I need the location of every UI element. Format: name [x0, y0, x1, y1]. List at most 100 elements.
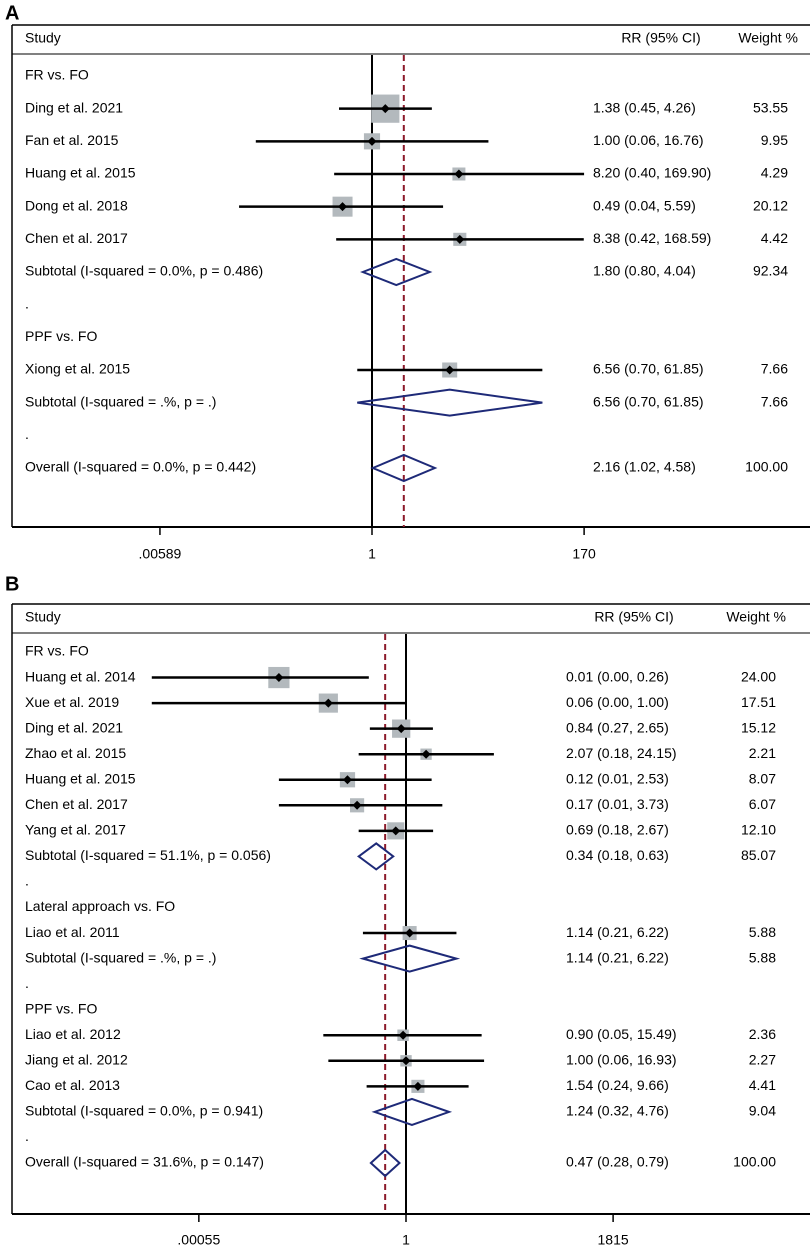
weight-text: 15.12 [741, 719, 776, 735]
weight-text: 8.07 [749, 770, 776, 786]
header-effect: RR (95% CI) [594, 609, 673, 625]
effect-ci-text: 8.38 (0.42, 168.59) [593, 230, 711, 246]
point-estimate [380, 104, 390, 114]
effect-ci-text: 2.07 (0.18, 24.15) [566, 745, 677, 761]
weight-text: 2.27 [749, 1052, 776, 1068]
point-estimate [352, 800, 362, 810]
subtotal-diamond [356, 842, 395, 871]
study-row-label: Ding et al. 2021 [25, 719, 123, 735]
header-effect: RR (95% CI) [621, 30, 700, 46]
x-axis-tick-label: .00055 [177, 1232, 220, 1246]
weight-text: 20.12 [753, 197, 788, 213]
overall-label: Overall (I-squared = 31.6%, p = 0.147) [25, 1154, 264, 1170]
effect-ci-text: 0.84 (0.27, 2.65) [566, 719, 669, 735]
effect-ci-text: 1.00 (0.06, 16.93) [566, 1052, 677, 1068]
subtotal-diamond [371, 1097, 453, 1126]
study-row-label: Liao et al. 2011 [25, 924, 120, 940]
effect-ci-text: 1.00 (0.06, 16.76) [593, 132, 704, 148]
weight-text: 2.21 [749, 745, 776, 761]
group-label: PPF vs. FO [25, 1000, 97, 1016]
effect-ci-text: 1.14 (0.21, 6.22) [566, 924, 669, 940]
weight-text: 9.04 [749, 1103, 776, 1119]
subtotal-diamond [357, 388, 543, 417]
effect-ci-text: 0.17 (0.01, 3.73) [566, 796, 669, 812]
weight-text: 2.36 [749, 1026, 776, 1042]
weight-text: 5.88 [749, 949, 776, 965]
spacer-dot: . [25, 873, 29, 889]
weight-text: 7.66 [761, 393, 788, 409]
x-axis-tick-label: .00589 [139, 546, 182, 562]
group-label: Lateral approach vs. FO [25, 898, 175, 914]
effect-ci-text: 0.06 (0.00, 1.00) [566, 694, 669, 710]
point-estimate [405, 928, 415, 938]
spacer-dot: . [25, 1128, 29, 1144]
weight-text: 6.07 [749, 796, 776, 812]
point-estimate [391, 826, 401, 836]
point-estimate [413, 1081, 423, 1091]
effect-ci-text: 6.56 (0.70, 61.85) [593, 361, 704, 377]
point-estimate [454, 169, 464, 179]
study-row-label: Chen et al. 2017 [25, 230, 128, 246]
study-row-label: Xue et al. 2019 [25, 694, 119, 710]
subtotal-label: Subtotal (I-squared = 0.0%, p = 0.486) [25, 263, 263, 279]
point-estimate [323, 698, 333, 708]
x-axis-tick-label: 1 [368, 546, 376, 562]
study-row-label: Jiang et al. 2012 [25, 1052, 128, 1068]
panel-label: B [5, 573, 19, 595]
study-row-label: Zhao et al. 2015 [25, 745, 126, 761]
weight-text: 5.88 [749, 924, 776, 940]
weight-text: 4.42 [761, 230, 788, 246]
weight-text: 92.34 [753, 263, 788, 279]
weight-text: 100.00 [745, 459, 788, 475]
study-row-label: Yang et al. 2017 [25, 822, 126, 838]
study-row-label: Dong et al. 2018 [25, 197, 128, 213]
overall-diamond [369, 1148, 401, 1178]
header-study: Study [25, 30, 61, 46]
weight-text: 4.41 [749, 1077, 776, 1093]
effect-ci-text: 0.69 (0.18, 2.67) [566, 822, 669, 838]
overall-diamond [370, 453, 438, 483]
effect-ci-text: 2.16 (1.02, 4.58) [593, 459, 696, 475]
point-estimate [421, 749, 431, 759]
point-estimate [367, 136, 377, 146]
study-row-label: Huang et al. 2015 [25, 165, 136, 181]
weight-text: 100.00 [733, 1154, 776, 1170]
study-row-label: Xiong et al. 2015 [25, 361, 130, 377]
point-estimate [274, 673, 284, 683]
overall-label: Overall (I-squared = 0.0%, p = 0.442) [25, 459, 256, 475]
header-weight: Weight % [726, 609, 786, 625]
panel-label: A [5, 2, 19, 24]
effect-ci-text: 1.54 (0.24, 9.66) [566, 1077, 669, 1093]
point-estimate [445, 365, 455, 375]
weight-text: 9.95 [761, 132, 788, 148]
weight-text: 17.51 [741, 694, 776, 710]
spacer-dot: . [25, 426, 29, 442]
weight-text: 53.55 [753, 99, 788, 115]
point-estimate [342, 775, 352, 785]
effect-ci-text: 0.47 (0.28, 0.79) [566, 1154, 669, 1170]
study-row-label: Ding et al. 2021 [25, 99, 123, 115]
subtotal-label: Subtotal (I-squared = 0.0%, p = 0.941) [25, 1103, 263, 1119]
effect-ci-text: 0.34 (0.18, 0.63) [566, 847, 669, 863]
x-axis-tick-label: 1 [402, 1232, 410, 1246]
study-row-label: Fan et al. 2015 [25, 132, 119, 148]
point-estimate [398, 1030, 408, 1040]
point-estimate [455, 234, 465, 244]
effect-ci-text: 0.12 (0.01, 2.53) [566, 770, 669, 786]
group-label: PPF vs. FO [25, 328, 97, 344]
effect-ci-text: 0.01 (0.00, 0.26) [566, 668, 669, 684]
study-row-label: Chen et al. 2017 [25, 796, 128, 812]
weight-text: 4.29 [761, 165, 788, 181]
group-label: FR vs. FO [25, 67, 89, 83]
subtotal-diamond [359, 944, 461, 973]
effect-ci-text: 6.56 (0.70, 61.85) [593, 393, 704, 409]
effect-ci-text: 0.49 (0.04, 5.59) [593, 197, 696, 213]
group-label: FR vs. FO [25, 643, 89, 659]
weight-text: 12.10 [741, 822, 776, 838]
weight-text: 7.66 [761, 361, 788, 377]
header-weight: Weight % [738, 30, 798, 46]
x-axis-tick-label: 1815 [598, 1232, 629, 1246]
weight-text: 85.07 [741, 847, 776, 863]
spacer-dot: . [25, 295, 29, 311]
effect-ci-text: 1.14 (0.21, 6.22) [566, 949, 669, 965]
